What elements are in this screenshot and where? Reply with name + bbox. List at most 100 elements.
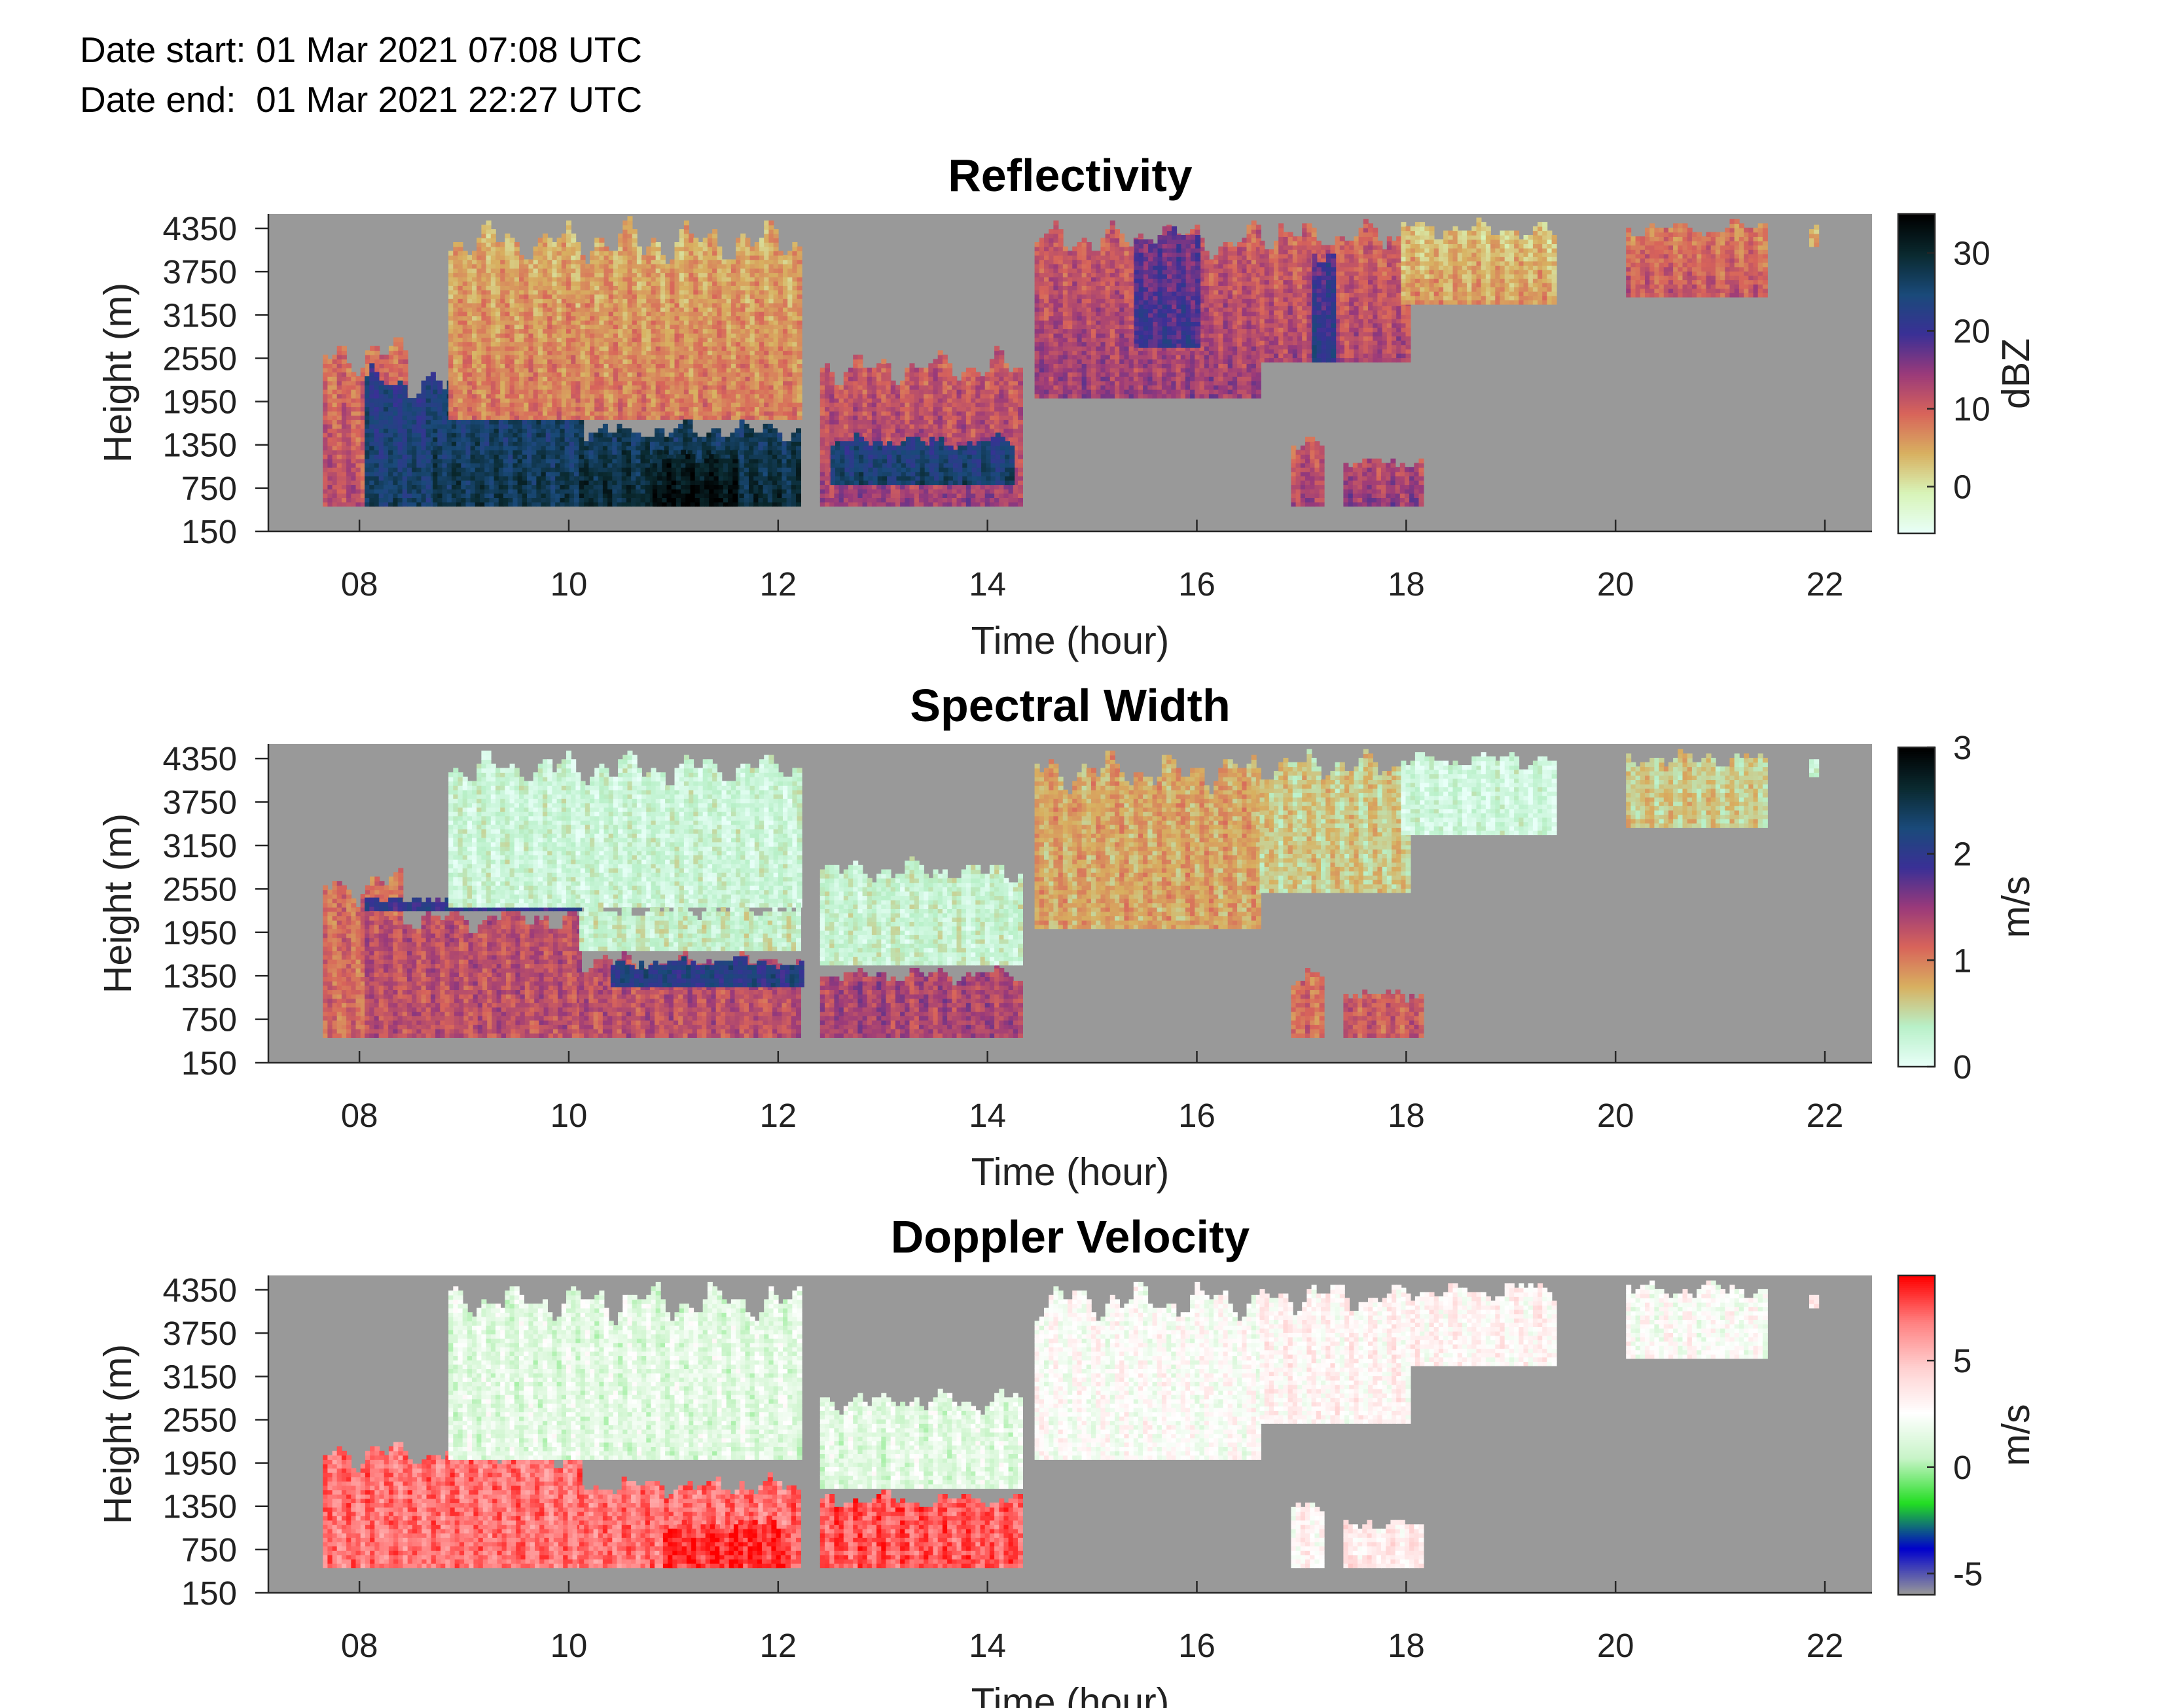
heatmap-cell [393, 502, 398, 507]
heatmap-cell [398, 424, 403, 429]
heatmap-cell [379, 441, 384, 446]
heatmap-cell [398, 428, 403, 433]
heatmap-cell [426, 467, 431, 472]
heatmap-cell [398, 467, 403, 472]
heatmap-cell [412, 467, 417, 472]
heatmap-cell [351, 441, 356, 446]
heatmap-cell [337, 350, 342, 355]
heatmap-cell [403, 467, 408, 472]
heatmap-cell [393, 402, 398, 407]
heatmap-cell [407, 502, 412, 507]
heatmap-cell [422, 450, 427, 454]
heatmap-cell [393, 385, 398, 389]
heatmap-cell [327, 381, 333, 385]
heatmap-cell [393, 463, 398, 467]
heatmap-cell [412, 398, 417, 402]
heatmap-cell [388, 398, 393, 402]
heatmap-cell [407, 446, 412, 450]
heatmap-cell [416, 472, 422, 476]
heatmap-cell [365, 419, 370, 424]
heatmap-cell [384, 502, 389, 507]
heatmap-cell [323, 472, 328, 476]
heatmap-cell [379, 463, 384, 467]
heatmap-cell [398, 338, 403, 342]
heatmap-cell [388, 385, 393, 389]
heatmap-cell [426, 385, 431, 389]
heatmap-cell [342, 363, 347, 368]
heatmap-cell [398, 489, 403, 493]
heatmap-cell [365, 480, 370, 485]
heatmap-cell [407, 441, 412, 446]
heatmap-cell [379, 476, 384, 480]
heatmap-cell [388, 389, 393, 394]
heatmap-cell [380, 376, 385, 381]
heatmap-cell [412, 416, 417, 420]
heatmap-cell [356, 389, 361, 394]
heatmap-cell [393, 480, 398, 485]
heatmap-cell [374, 419, 380, 424]
heatmap-cell [403, 484, 408, 489]
heatmap-cell [379, 493, 384, 498]
heatmap-cell [384, 398, 389, 402]
heatmap-cell [342, 476, 347, 480]
heatmap-cell [422, 497, 427, 502]
heatmap-cell [412, 459, 417, 463]
heatmap-cell [337, 406, 342, 411]
heatmap-cell [356, 463, 361, 467]
heatmap-cell [426, 402, 431, 407]
heatmap-cell [374, 346, 380, 351]
heatmap-cell [365, 411, 370, 416]
heatmap-cell [369, 416, 374, 420]
heatmap-cell [333, 446, 338, 450]
heatmap-cell [333, 441, 338, 446]
heatmap-cell [327, 394, 333, 399]
heatmap-cell [333, 359, 338, 364]
heatmap-cell [416, 480, 422, 485]
heatmap-cell [351, 476, 356, 480]
heatmap-cell [379, 406, 384, 411]
heatmap-cell [374, 467, 380, 472]
heatmap-cell [323, 376, 328, 381]
heatmap-cell [433, 446, 438, 450]
heatmap-cell [433, 493, 438, 498]
heatmap-cell [433, 489, 438, 493]
heatmap-cell [333, 489, 338, 493]
heatmap-cell [365, 385, 370, 389]
heatmap-cell [342, 467, 347, 472]
heatmap-cell [365, 459, 370, 463]
heatmap-cell [388, 446, 393, 450]
heatmap-cell [398, 454, 403, 459]
heatmap-cell [356, 472, 361, 476]
heatmap-cell [380, 355, 385, 359]
heatmap-cell [412, 419, 417, 424]
heatmap-cell [433, 450, 438, 454]
heatmap-cell [374, 398, 380, 402]
heatmap-cell [422, 446, 427, 450]
heatmap-cell [398, 437, 403, 442]
heatmap-cell [374, 416, 380, 420]
heatmap-cell [407, 476, 412, 480]
heatmap-cell [337, 497, 342, 502]
heatmap-cell [389, 376, 394, 381]
heatmap-cell [433, 502, 438, 507]
heatmap-cell [365, 389, 370, 394]
heatmap-cell [422, 385, 427, 389]
heatmap-cell [337, 428, 342, 433]
heatmap-cell [346, 394, 351, 399]
heatmap-cell [388, 497, 393, 502]
heatmap-cell [388, 489, 393, 493]
panel-1: Reflectivity08 10 12 14 16 18 20 22Time (hour)1… [96, 150, 2038, 662]
heatmap-cell [412, 433, 417, 437]
heatmap-cell [398, 497, 403, 502]
heatmap-cell [333, 368, 338, 372]
heatmap-cell [426, 424, 431, 429]
heatmap-cell [323, 419, 328, 424]
heatmap-cell [369, 381, 374, 385]
heatmap-cell [422, 441, 427, 446]
heatmap-cell [388, 502, 393, 507]
heatmap-cell [403, 411, 408, 416]
heatmap-cell [327, 398, 333, 402]
heatmap-cell [369, 363, 374, 368]
heatmap-cell [398, 484, 403, 489]
heatmap-cell [342, 433, 347, 437]
